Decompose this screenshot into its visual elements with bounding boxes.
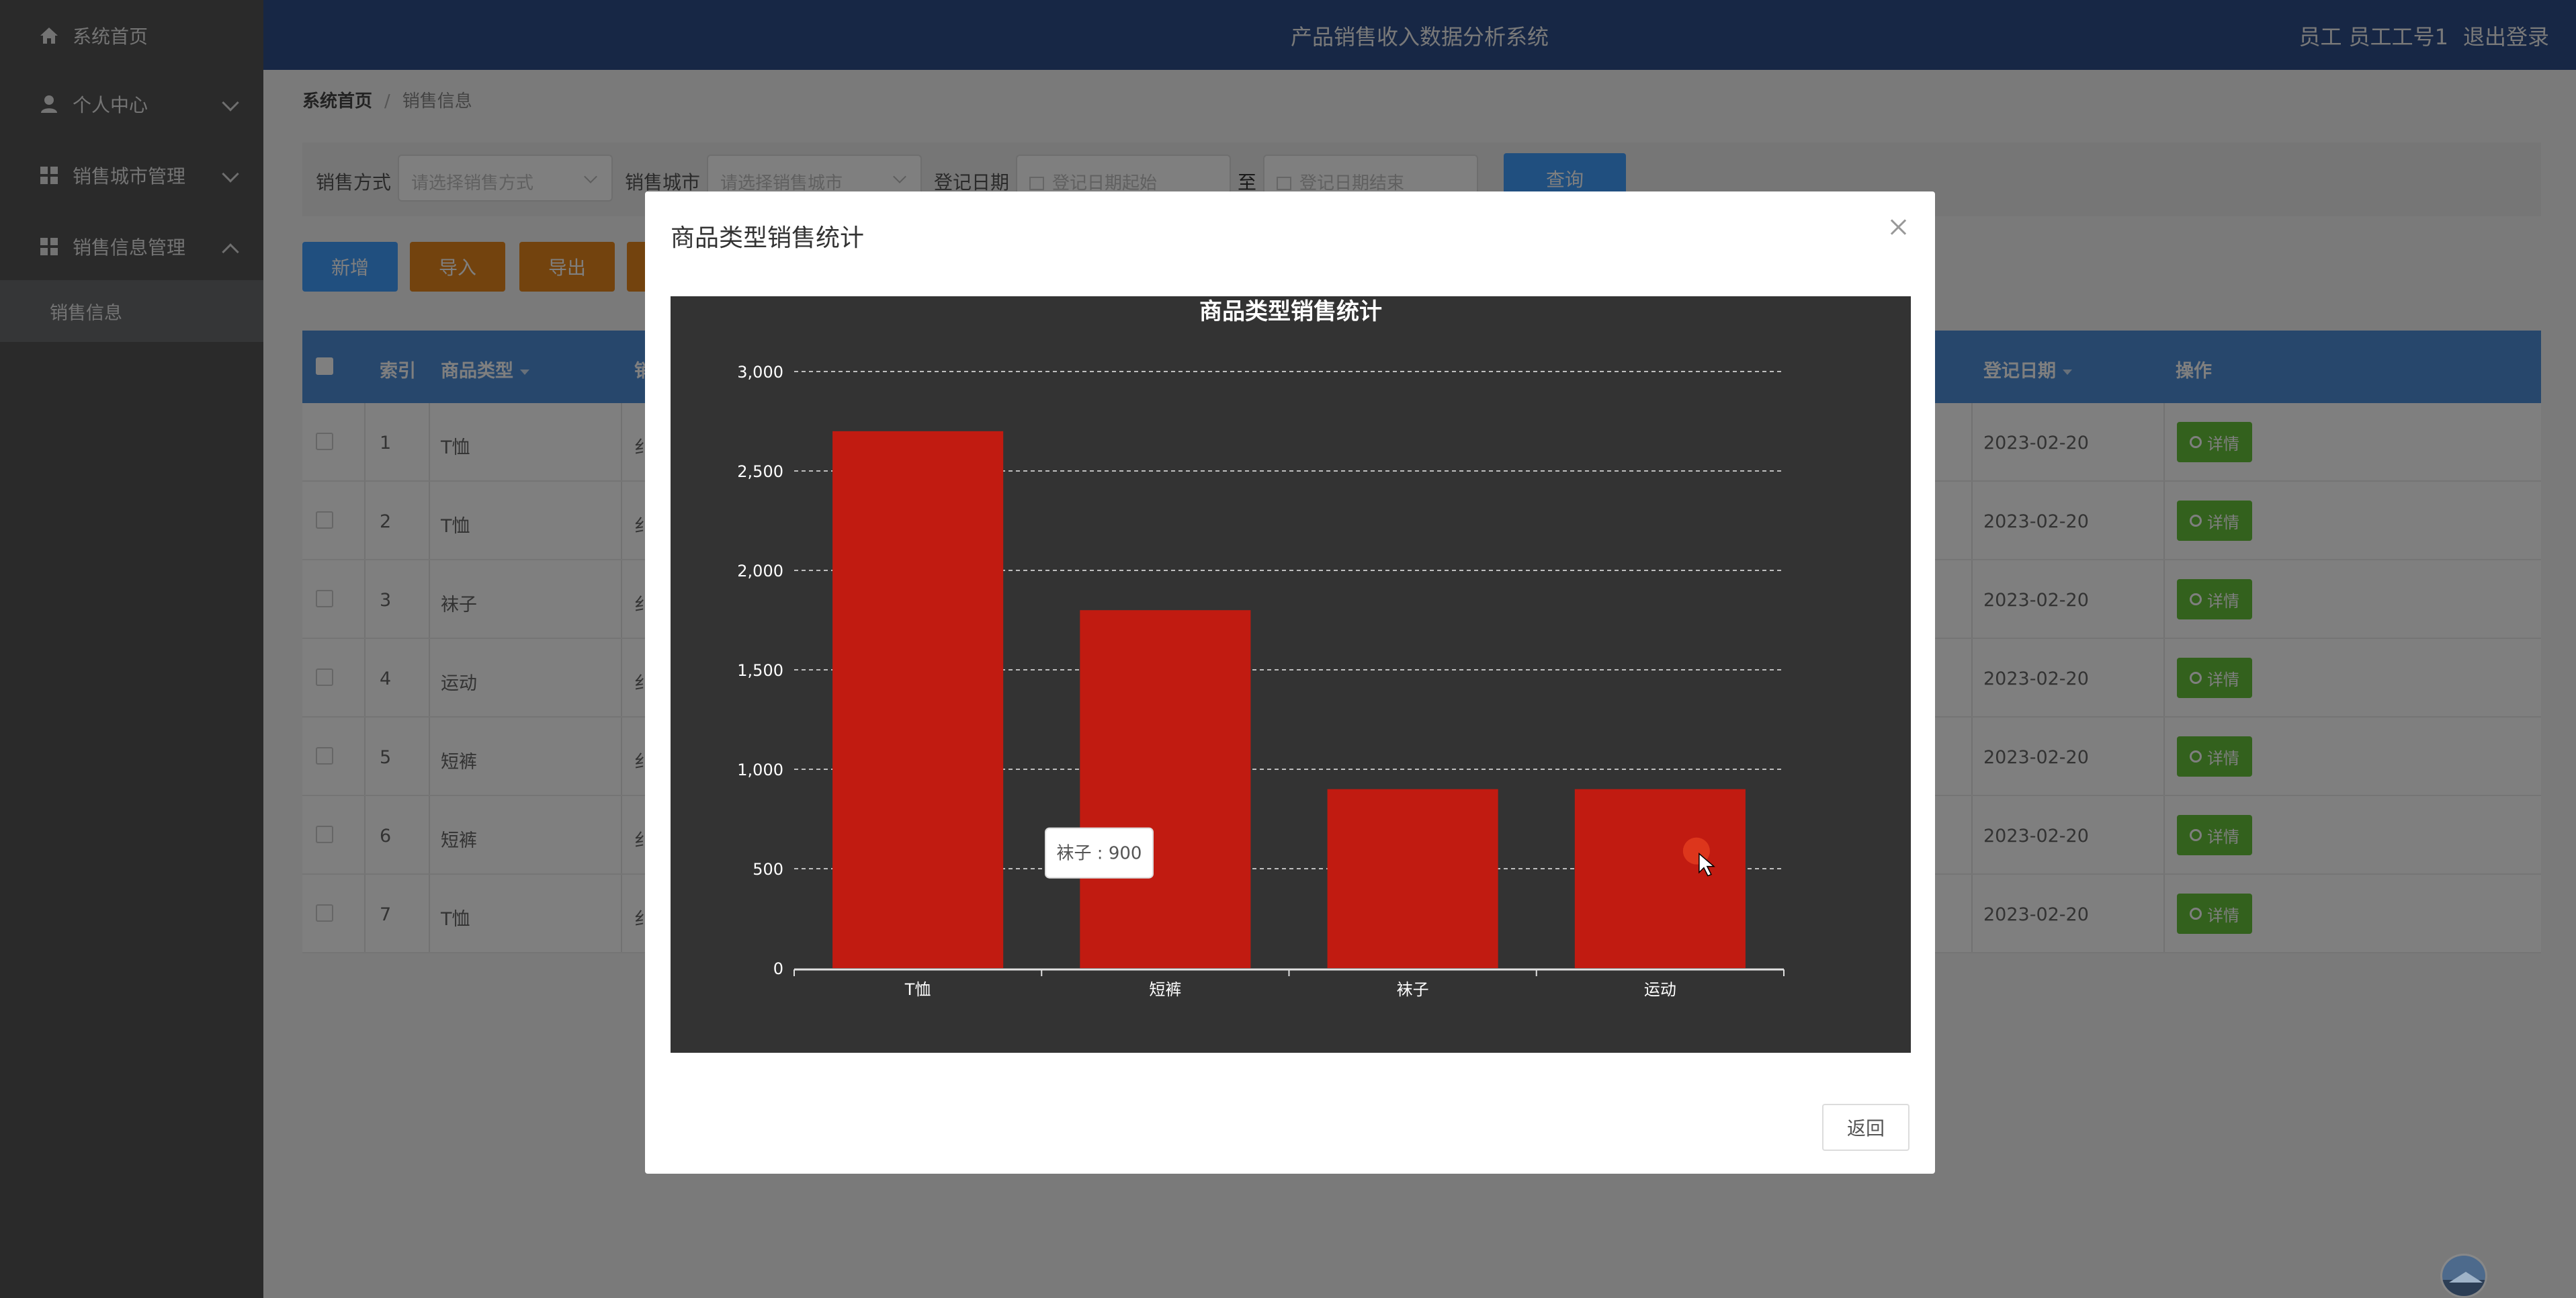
dialog-title: 商品类型销售统计: [671, 224, 865, 252]
y-tick-label: 500: [753, 860, 783, 879]
bar: [1574, 789, 1746, 968]
bar: [832, 431, 1004, 968]
x-tick-label: 袜子: [1397, 980, 1429, 999]
bar: [1080, 610, 1251, 968]
tooltip-box: [1045, 827, 1154, 879]
bar-chart: 商品类型销售统计 0 500 1,000 1,500 2,000 2,500 3,000 T恤 短…: [671, 296, 1911, 1053]
x-tick-label: 短裤: [1149, 980, 1181, 999]
y-tick-label: 1,000: [737, 761, 783, 779]
avatar[interactable]: [2440, 1254, 2487, 1298]
cursor-icon: [1699, 852, 1715, 877]
tooltip-text: 袜子 : 900: [1057, 844, 1142, 864]
chart-dialog: 商品类型销售统计 商品类型销售统计 0 500 1,000 1,500 2,000 2,50…: [645, 191, 1935, 1174]
x-tick-label: 运动: [1644, 980, 1676, 999]
y-tick-label: 2,000: [737, 562, 783, 580]
back-button[interactable]: 返回: [1822, 1104, 1909, 1151]
chart-title: 商品类型销售统计: [1199, 298, 1382, 325]
bar: [1327, 789, 1498, 968]
close-icon[interactable]: [1888, 217, 1908, 237]
bar-chart-svg: 商品类型销售统计 0 500 1,000 1,500 2,000 2,500 3,000 T恤 短…: [737, 298, 1785, 999]
y-tick-label: 1,500: [737, 661, 783, 680]
x-tick-label: T恤: [904, 980, 931, 999]
y-tick-label: 0: [773, 959, 783, 978]
y-tick-label: 3,000: [737, 363, 783, 382]
y-tick-label: 2,500: [737, 462, 783, 481]
